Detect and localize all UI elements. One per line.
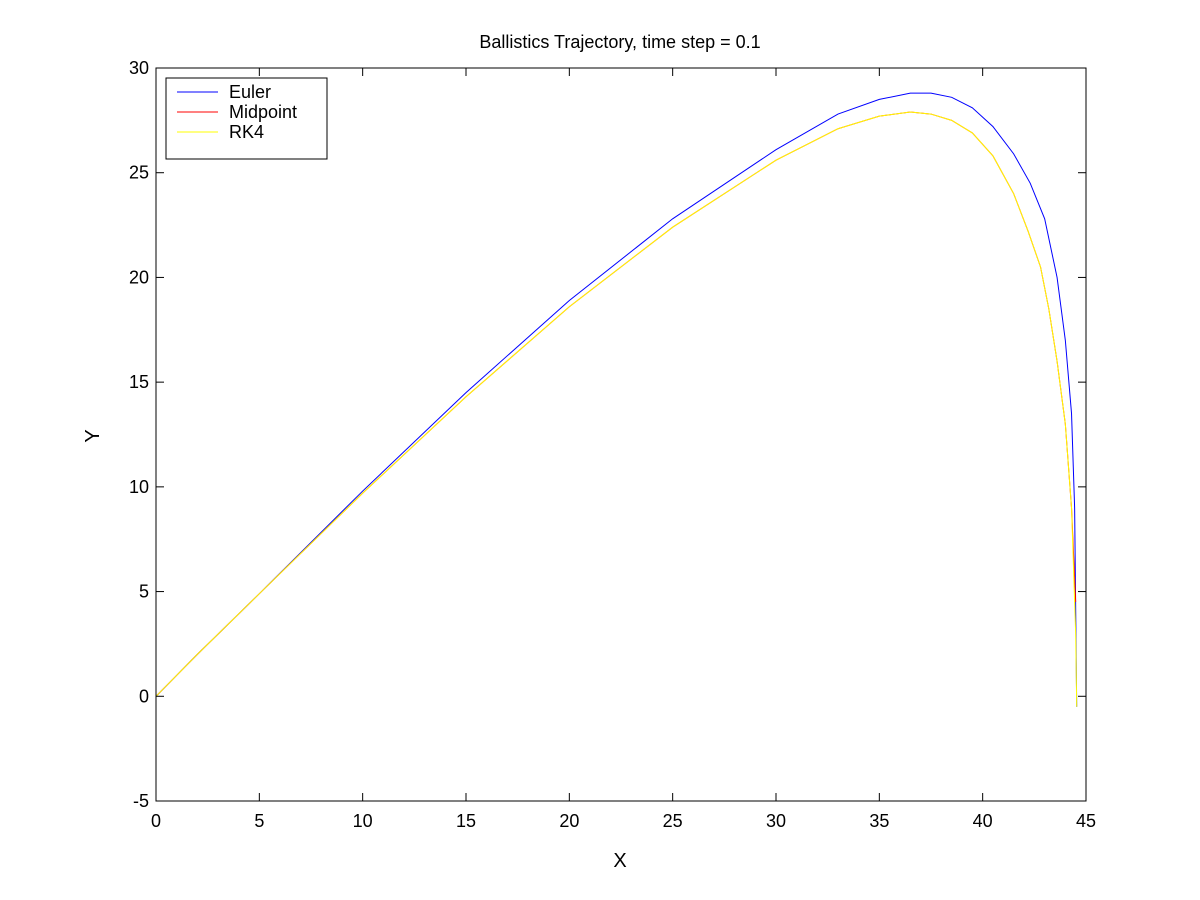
y-tick-label: 25	[129, 163, 149, 183]
x-tick-label: 30	[766, 811, 786, 831]
legend-label-rk4: RK4	[229, 122, 264, 142]
x-tick-label: 5	[254, 811, 264, 831]
x-axis-label: X	[613, 850, 626, 872]
y-tick-label: 5	[139, 582, 149, 602]
series-line-euler	[155, 92, 1078, 707]
y-tick-label: 0	[139, 686, 149, 706]
legend-label-midpoint: Midpoint	[229, 102, 297, 122]
y-tick-label: 15	[129, 372, 149, 392]
x-tick-label: 10	[353, 811, 373, 831]
series-line-rk4	[155, 111, 1078, 707]
y-tick-label: -5	[133, 791, 149, 811]
legend-label-euler: Euler	[229, 82, 271, 102]
y-tick-label: 10	[129, 477, 149, 497]
x-tick-label: 35	[869, 811, 889, 831]
series-layer	[155, 92, 1078, 707]
x-tick-label: 40	[973, 811, 993, 831]
x-tick-label: 20	[559, 811, 579, 831]
series-line-midpoint	[155, 111, 1077, 697]
x-tick-label: 25	[663, 811, 683, 831]
x-tick-label: 0	[151, 811, 161, 831]
x-tick-label: 45	[1076, 811, 1096, 831]
plot-frame	[155, 67, 1087, 802]
y-axis-label: Y	[82, 429, 104, 442]
chart-title: Ballistics Trajectory, time step = 0.1	[479, 32, 760, 52]
x-tick-label: 15	[456, 811, 476, 831]
y-tick-label: 20	[129, 267, 149, 287]
y-tick-label: 30	[129, 58, 149, 78]
